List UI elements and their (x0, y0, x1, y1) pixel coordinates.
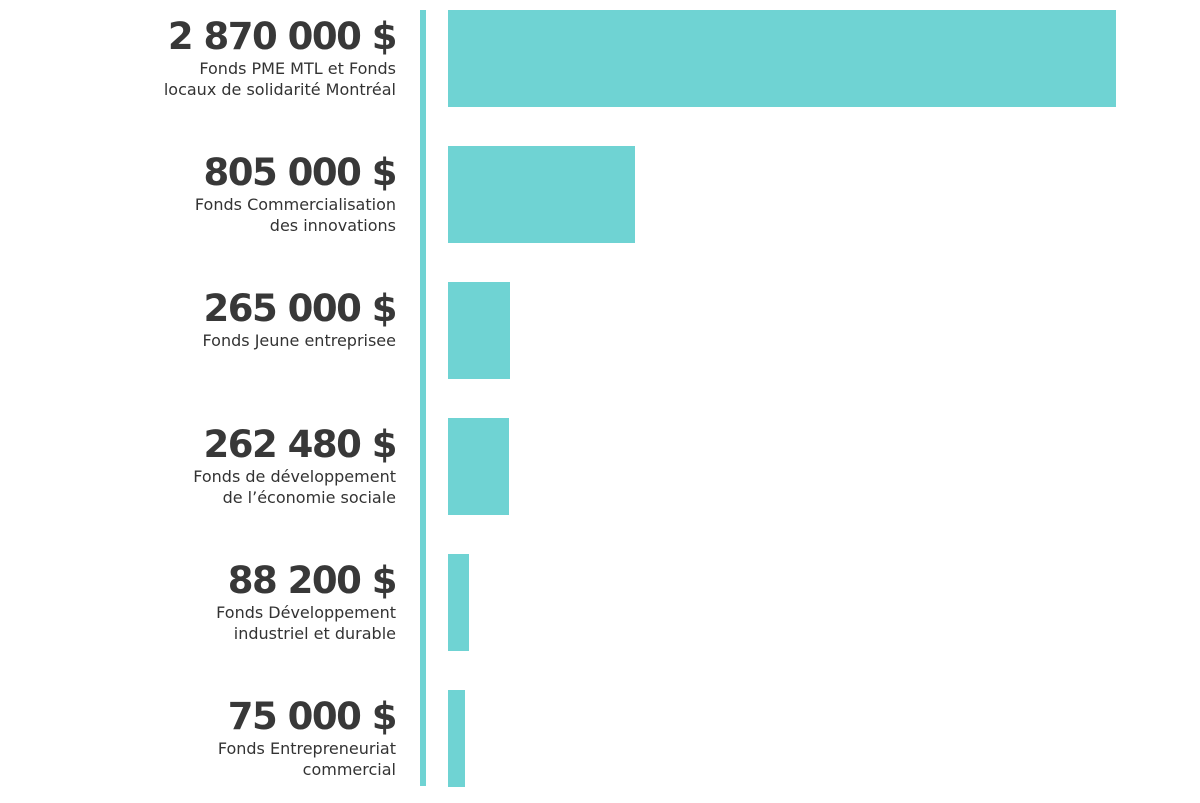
category-label: Fonds de développement de l’économie soc… (193, 467, 396, 507)
bar (448, 554, 469, 651)
category-label: Fonds PME MTL et Fonds locaux de solidar… (163, 59, 396, 99)
category-label: Fonds Développement industriel et durabl… (216, 603, 396, 643)
value-label: 805 000 $ (203, 151, 398, 194)
bar (448, 282, 510, 379)
value-label: 75 000 $ (227, 695, 398, 738)
bar (448, 146, 636, 243)
value-label: 88 200 $ (227, 559, 398, 602)
label-group: 75 000 $ Fonds Entrepreneuriat commercial (217, 695, 398, 780)
category-label: Fonds Entrepreneuriat commercial (217, 739, 396, 779)
category-label: Fonds Jeune entreprisee (202, 331, 396, 350)
bar (448, 690, 466, 787)
value-label: 265 000 $ (203, 287, 398, 330)
label-group: 88 200 $ Fonds Développement industriel e… (216, 559, 398, 644)
bar (448, 418, 510, 515)
value-label: 2 870 000 $ (167, 15, 398, 58)
value-label: 262 480 $ (203, 423, 398, 466)
label-group: 2 870 000 $ Fonds PME MTL et Fonds locaux… (163, 15, 398, 100)
category-label: Fonds Commercialisation des innovations (194, 195, 396, 235)
label-group: 805 000 $ Fonds Commercialisation des inn… (194, 151, 398, 236)
bar (448, 10, 1116, 107)
axis-line (420, 10, 426, 786)
label-group: 262 480 $ Fonds de développement de l’éco… (193, 423, 398, 508)
label-group: 265 000 $ Fonds Jeune entreprisee (202, 287, 398, 351)
